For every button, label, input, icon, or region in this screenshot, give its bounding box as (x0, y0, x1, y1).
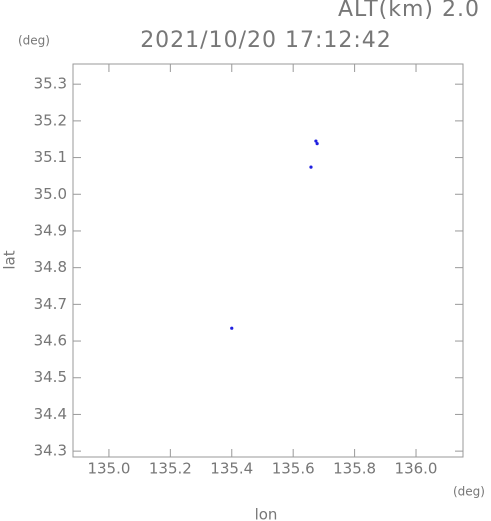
y-tick-label: 34.8 (34, 258, 67, 276)
y-tick-label: 34.6 (34, 332, 67, 350)
y-tick-label: 35.1 (34, 148, 67, 166)
point (230, 326, 234, 330)
x-unit: (deg) (453, 485, 485, 499)
point (314, 139, 318, 143)
y-tick-label: 34.4 (34, 405, 67, 423)
y-tick-label: 34.9 (34, 221, 67, 239)
y-tick-label: 34.3 (34, 442, 67, 460)
point (309, 165, 313, 169)
x-tick-label: 135.2 (149, 460, 192, 478)
point (315, 142, 319, 146)
x-axis-label: lon (255, 506, 278, 521)
y-unit: (deg) (18, 34, 50, 48)
x-tick-label: 136.0 (395, 460, 438, 478)
y-tick-label: 34.7 (34, 295, 67, 313)
x-tick-label: 135.6 (272, 460, 315, 478)
plot-frame (72, 63, 464, 458)
y-axis-label: lat (1, 250, 19, 269)
y-tick-label: 34.5 (34, 368, 67, 386)
x-tick-label: 135.8 (333, 460, 376, 478)
y-tick-label: 35.3 (34, 75, 67, 93)
y-tick-label: 35.2 (34, 111, 67, 129)
x-tick-label: 135.0 (87, 460, 130, 478)
chart-title: 2021/10/20 17:12:42 (140, 28, 392, 53)
y-tick-label: 35.0 (34, 185, 67, 203)
x-tick-label: 135.4 (210, 460, 253, 478)
annotation: ALT(km) 2.0 (338, 0, 480, 22)
